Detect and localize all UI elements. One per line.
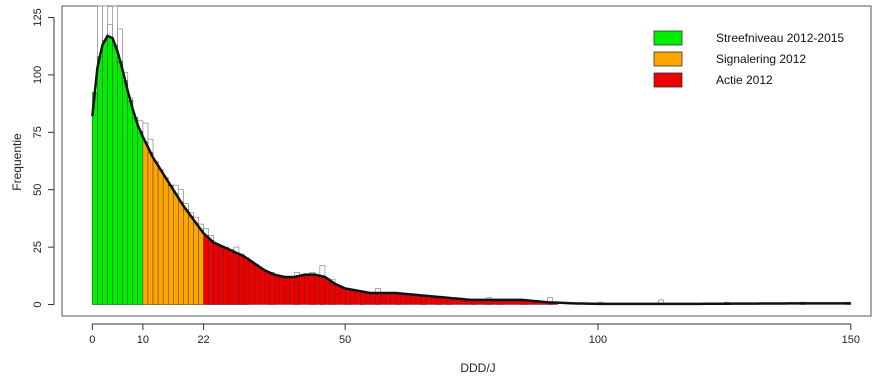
category-bar <box>304 274 310 305</box>
legend-label: Streefniveau 2012-2015 <box>716 31 844 45</box>
category-bar <box>405 293 412 305</box>
category-bar <box>299 275 305 305</box>
y-tick-label: 0 <box>32 301 44 307</box>
category-bar <box>289 276 295 305</box>
category-bar <box>173 193 179 305</box>
x-tick-label: 50 <box>339 334 351 346</box>
category-bar <box>188 215 194 305</box>
category-bar <box>102 40 108 305</box>
category-bar <box>228 250 235 305</box>
category-bar <box>395 293 401 305</box>
category-bar <box>243 257 250 305</box>
x-tick-label: 10 <box>137 334 149 346</box>
category-bar <box>375 292 381 305</box>
x-tick-label: 150 <box>842 334 860 346</box>
category-bar <box>253 264 260 305</box>
category-bar <box>309 274 316 305</box>
category-bar <box>314 275 321 305</box>
y-tick-label: 125 <box>32 8 44 26</box>
category-bar <box>264 271 270 305</box>
category-bar <box>122 80 128 305</box>
category-bar <box>137 130 144 305</box>
category-bar <box>390 292 396 305</box>
category-bar <box>183 209 189 305</box>
legend-swatch <box>653 30 683 46</box>
category-bar <box>147 152 154 305</box>
category-bar <box>142 141 149 305</box>
category-bar <box>294 276 300 305</box>
x-tick-label: 0 <box>89 334 95 346</box>
y-tick-label: 50 <box>32 184 44 196</box>
category-bar <box>380 292 386 305</box>
category-bar <box>92 91 98 305</box>
category-bar <box>208 240 214 305</box>
category-bar <box>97 56 103 305</box>
plot-frame <box>61 5 872 317</box>
category-bar <box>238 254 245 305</box>
category-bar <box>360 291 366 305</box>
category-bar <box>157 169 164 305</box>
category-bar <box>233 252 240 305</box>
legend: Streefniveau 2012-2015 Signalering 2012 Ac… <box>653 30 844 88</box>
category-bar <box>203 235 209 305</box>
category-bar <box>344 288 351 305</box>
y-tick-label: 25 <box>32 241 44 253</box>
y-axis-title: Frequentie <box>10 133 24 191</box>
category-bar <box>269 273 275 305</box>
x-tick-label: 22 <box>197 334 209 346</box>
category-bar <box>107 36 113 305</box>
category-bar <box>279 276 285 305</box>
category-bar <box>178 201 184 305</box>
category-bar <box>274 275 280 305</box>
category-bar <box>218 245 224 305</box>
category-bar <box>132 117 139 305</box>
density-curve <box>91 34 851 306</box>
category-bar <box>339 287 346 305</box>
category-bar <box>112 44 118 305</box>
axes: 0 10 22 50 100 150 0 25 50 75 100 125 <box>32 8 860 346</box>
y-tick-label: 75 <box>32 126 44 138</box>
category-bar <box>117 60 123 305</box>
category-bar <box>127 99 133 305</box>
category-bar <box>334 284 341 305</box>
category-fill-bars <box>92 36 558 305</box>
category-bar <box>365 292 371 305</box>
category-bar <box>258 268 265 305</box>
category-bar <box>370 292 376 305</box>
legend-label: Actie 2012 <box>716 73 773 87</box>
category-bar <box>162 177 169 305</box>
category-bar <box>355 290 361 305</box>
category-bar <box>248 261 255 305</box>
y-tick-label: 100 <box>32 66 44 84</box>
category-bar <box>213 243 219 305</box>
category-bar <box>167 185 174 305</box>
x-tick-label: 100 <box>589 334 607 346</box>
category-bar <box>400 293 407 305</box>
legend-swatch <box>653 51 683 67</box>
category-bar <box>198 229 204 305</box>
legend-label: Signalering 2012 <box>716 52 806 66</box>
legend-swatch <box>653 72 683 88</box>
category-bar <box>350 289 356 305</box>
x-axis-title: DDD/J <box>460 361 495 375</box>
category-bar <box>193 222 199 305</box>
category-bar <box>319 276 326 305</box>
category-bar <box>284 276 290 305</box>
category-bar <box>223 248 230 305</box>
category-bar <box>385 292 391 305</box>
category-bar <box>152 161 159 305</box>
category-bar <box>410 294 417 305</box>
category-bar <box>329 281 336 305</box>
category-bar <box>324 278 331 305</box>
